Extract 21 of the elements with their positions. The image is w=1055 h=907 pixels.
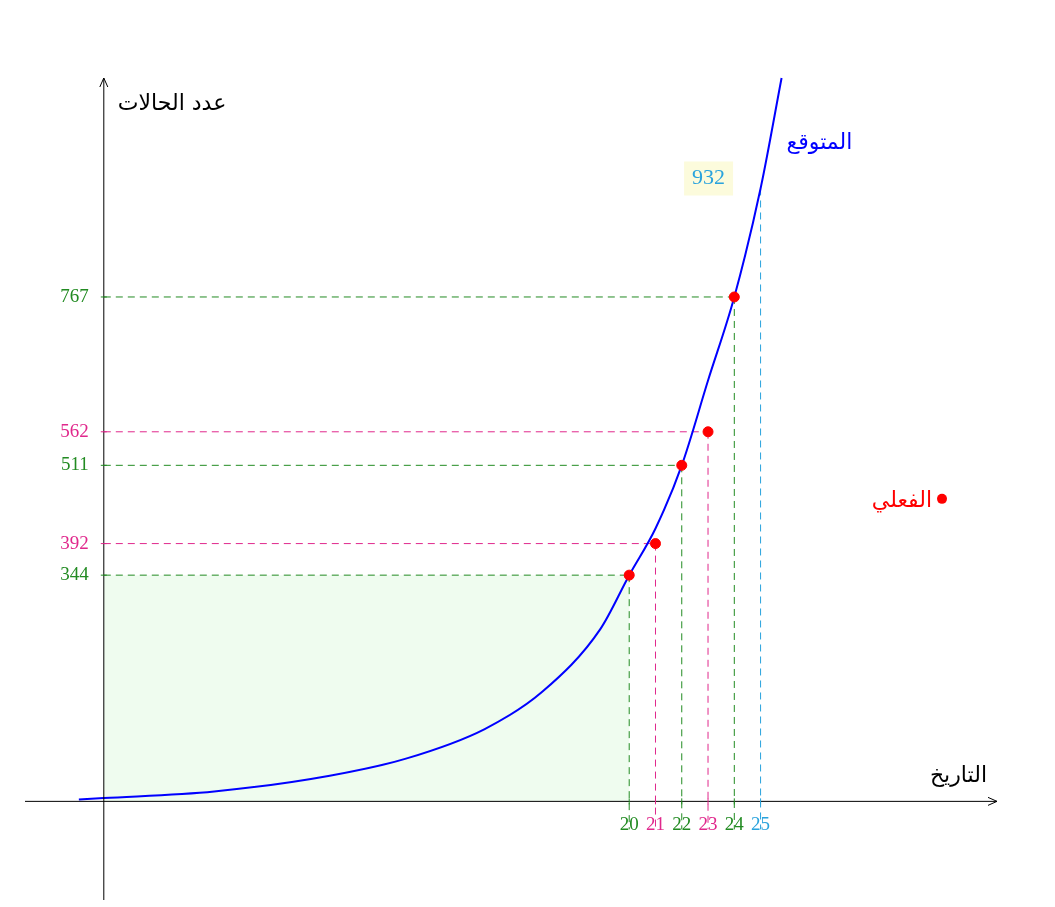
point (702, 426, 714, 438)
y-tick-label: 344 (60, 563, 90, 585)
point (728, 291, 740, 303)
point (649, 538, 661, 550)
x-tick-label: 25 (751, 812, 771, 834)
y-tick-label: 511 (61, 453, 89, 475)
y-tick-label: 562 (60, 419, 89, 441)
point (676, 459, 688, 471)
series-label: المتوقع (786, 129, 853, 155)
y-tick-label: 392 (60, 531, 89, 553)
x-tick-label: 21 (645, 812, 665, 834)
legend-label: الفعلي (871, 486, 932, 513)
x-tick-label: 23 (698, 812, 718, 834)
point (623, 569, 635, 581)
x-tick-label: 24 (724, 812, 745, 834)
x-tick-label: 20 (619, 812, 639, 834)
x-axis-title: التاريخ (929, 762, 987, 788)
annotation: 932 (692, 164, 726, 190)
x-tick-label: 22 (672, 812, 692, 834)
y-axis-title: عدد الحالات (117, 89, 227, 115)
y-tick-label: 767 (60, 284, 89, 306)
